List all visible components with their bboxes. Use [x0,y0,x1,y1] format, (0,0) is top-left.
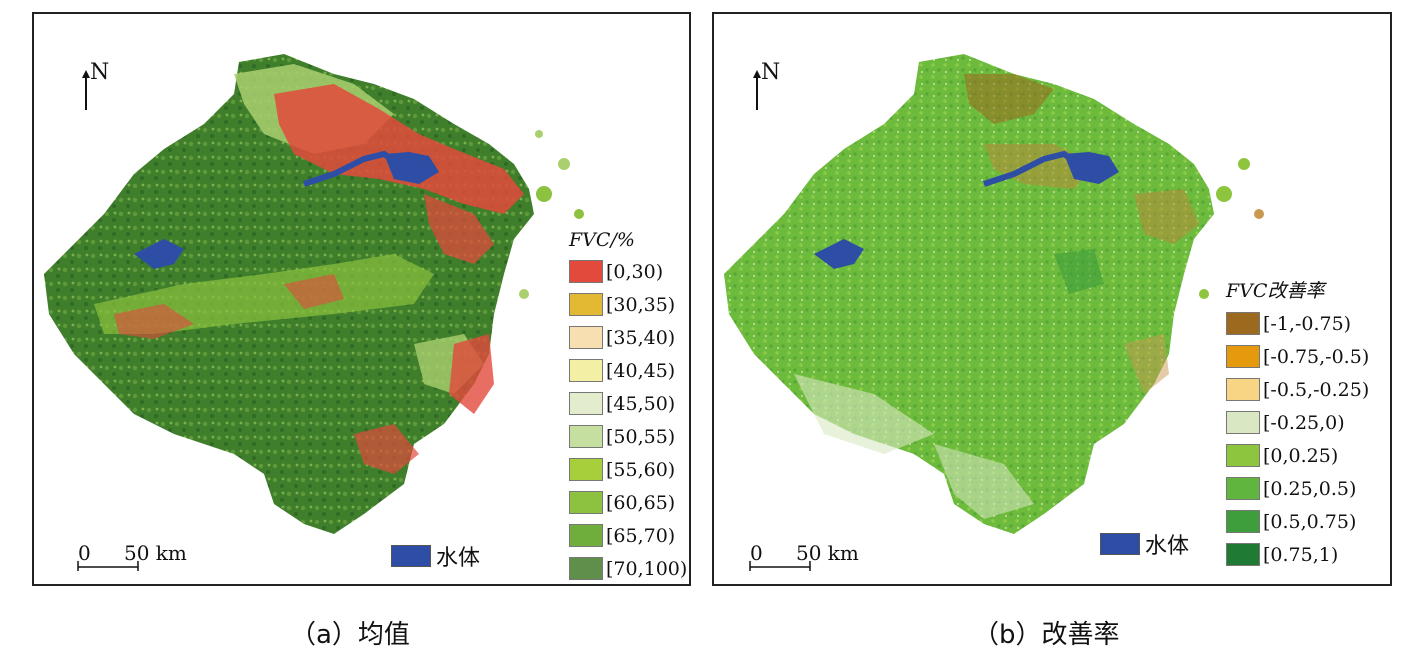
water-label: 水体 [436,546,481,571]
scale-zero: 0 [78,541,91,565]
qiandao-lake [134,239,184,269]
legend-swatch [569,458,603,481]
legend-item: [30,35) [569,288,687,321]
legend-item: [0.5,0.75) [1226,505,1369,538]
legend-swatch [1226,477,1260,500]
water-legend: 水体 [1100,529,1189,559]
legend-label: [35,40) [606,326,676,349]
legend-swatch [569,557,603,580]
legend-item: [0.75,1) [1226,538,1369,571]
legend-item: [40,45) [569,354,687,387]
north-label: N [90,60,110,85]
fvc-mean-map [44,54,584,534]
legend-item: [-0.25,0) [1226,406,1369,439]
panel-mean: N 0 50 km 水体 FVC/% [0,30) [30,35) [35,40) [… [32,12,691,586]
fvc-improvement-legend: FVC改善率 [-1,-0.75) [-0.75,-0.5) [-0.5,-0.25… [1226,276,1369,571]
fvc-improvement-map [724,54,1264,534]
legend-label: [-0.5,-0.25) [1263,378,1370,401]
legend-swatch [1226,345,1260,368]
legend-swatch [1226,543,1260,566]
north-label: N [761,60,781,85]
legend-item: [70,100) [569,552,687,585]
legend-item: [-0.75,-0.5) [1226,340,1369,373]
legend-swatch [1226,378,1260,401]
scale-bar: 0 50 km [744,541,864,581]
legend-item: [65,70) [569,519,687,552]
north-arrow: N [80,60,120,120]
legend-swatch [569,491,603,514]
north-arrow-icon [82,70,90,110]
legend-swatch [569,293,603,316]
legend-label: [0,0.25) [1263,444,1339,467]
legend-swatch [569,359,603,382]
legend-label: [30,35) [606,293,676,316]
legend-swatch [569,326,603,349]
water-swatch [391,545,431,567]
legend-item: [55,60) [569,453,687,486]
legend-item: [0.25,0.5) [1226,472,1369,505]
water-label: 水体 [1145,534,1190,559]
legend-item: [-1,-0.75) [1226,307,1369,340]
scale-text: 50 km [124,541,187,565]
legend-swatch [1226,510,1260,533]
legend-label: [0.5,0.75) [1263,510,1357,533]
legend-label: [50,55) [606,425,676,448]
legend-label: [40,45) [606,359,676,382]
qiandao-lake [814,239,864,269]
legend-item: [60,65) [569,486,687,519]
legend-item: [0,0.25) [1226,439,1369,472]
caption-a: （a）均值 [290,620,410,650]
legend-label: [70,100) [606,557,688,580]
legend-label: [65,70) [606,524,676,547]
legend-title: FVC改善率 [1226,280,1325,302]
legend-label: [-1,-0.75) [1263,312,1352,335]
legend-item: [-0.5,-0.25) [1226,373,1369,406]
legend-label: [0.75,1) [1263,543,1339,566]
hangzhou-bay-water [1064,152,1119,184]
scale-zero: 0 [750,541,763,565]
hangzhou-bay-water [384,152,439,184]
legend-label: [-0.75,-0.5) [1263,345,1370,368]
panel-improvement: N 0 50 km 水体 FVC改善率 [-1,-0.75) [-0.75,-0.… [712,12,1392,586]
north-arrow-icon [753,70,761,110]
legend-swatch [569,425,603,448]
legend-label: [45,50) [606,392,676,415]
legend-item: [0,30) [569,255,687,288]
legend-item: [50,55) [569,420,687,453]
legend-label: [60,65) [606,491,676,514]
north-arrow: N [751,60,791,120]
caption-b: （b）改善率 [973,620,1120,650]
legend-label: [55,60) [606,458,676,481]
legend-label: [0,30) [606,260,664,283]
scale-text: 50 km [796,541,859,565]
water-swatch [1100,533,1140,555]
legend-item: [45,50) [569,387,687,420]
legend-swatch [569,260,603,283]
legend-swatch [569,392,603,415]
legend-label: [-0.25,0) [1263,411,1345,434]
scale-bar: 0 50 km [72,541,192,581]
water-legend: 水体 [391,541,480,571]
legend-swatch [1226,444,1260,467]
legend-swatch [1226,411,1260,434]
legend-item: [35,40) [569,321,687,354]
legend-swatch [1226,312,1260,335]
legend-label: [0.25,0.5) [1263,477,1357,500]
legend-swatch [569,524,603,547]
fvc-legend: FVC/% [0,30) [30,35) [35,40) [40,45) [45,50)… [569,229,687,585]
legend-title: FVC/% [569,229,635,251]
